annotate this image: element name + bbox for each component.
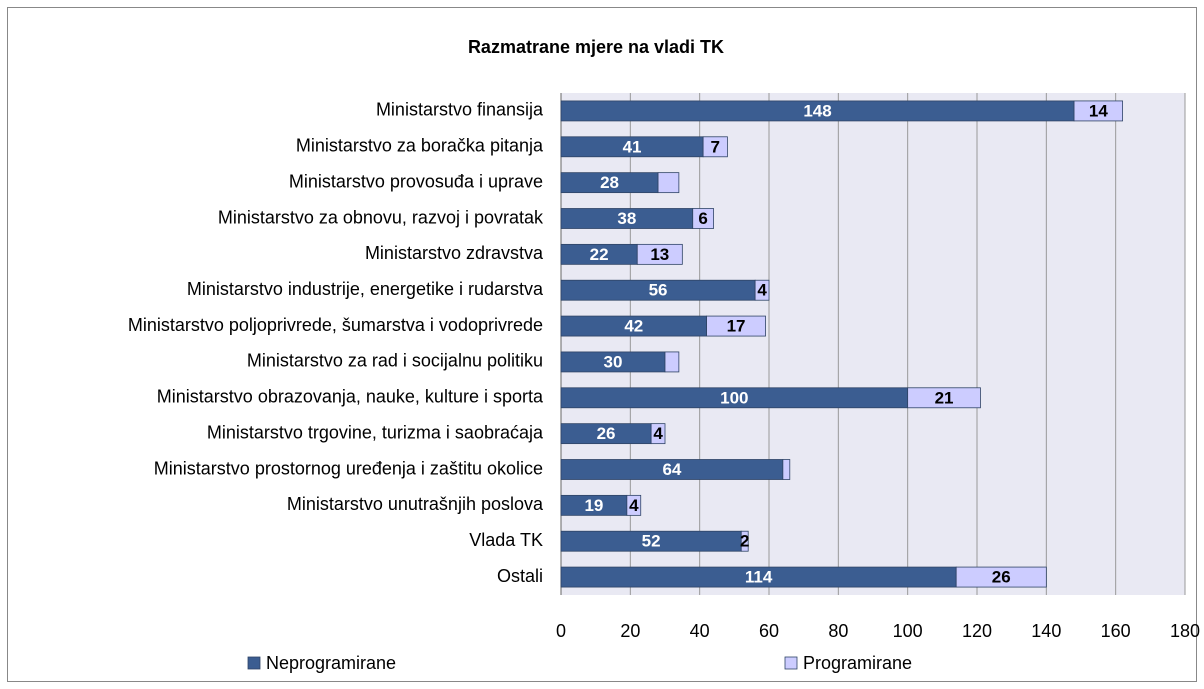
bar-segment	[955, 566, 1047, 588]
data-label: 52	[642, 532, 661, 551]
bar-segment	[636, 243, 683, 265]
data-label: 4	[629, 496, 639, 515]
legend-label: Neprogramirane	[266, 653, 396, 673]
bar-segment	[1073, 100, 1123, 122]
data-label: 17	[727, 317, 746, 336]
legend-swatch	[784, 656, 798, 670]
data-label: 30	[604, 352, 623, 371]
y-tick-label: Ministarstvo obrazovanja, nauke, kulture…	[157, 387, 544, 407]
y-tick-label: Ministarstvo prostornog uređenja i zašti…	[154, 458, 543, 478]
plot-area	[561, 93, 1185, 595]
data-label: 19	[584, 496, 603, 515]
y-tick-label: Ostali	[497, 566, 543, 586]
x-tick-label: 140	[1031, 621, 1061, 641]
y-tick-label: Ministarstvo za boračka pitanja	[296, 136, 544, 156]
data-label: 4	[653, 424, 663, 443]
bar-segment	[692, 208, 714, 229]
y-tick-label: Ministarstvo provosuđa i uprave	[289, 171, 543, 191]
data-label: 4	[757, 281, 767, 300]
bar-segment	[702, 136, 728, 158]
data-label: 148	[803, 101, 831, 120]
data-label: 38	[617, 209, 636, 228]
bar-segment	[706, 315, 766, 337]
bar-segment	[782, 459, 791, 480]
data-label: 41	[623, 137, 642, 156]
x-tick-label: 20	[620, 621, 640, 641]
bar-segment	[907, 387, 981, 409]
bar-segment	[740, 530, 749, 552]
x-tick-label: 180	[1170, 621, 1200, 641]
legend-label: Programirane	[803, 653, 912, 673]
bar-segment	[657, 172, 680, 194]
x-tick-label: 40	[690, 621, 710, 641]
data-label: 26	[992, 568, 1011, 587]
legend-swatch	[247, 656, 261, 670]
x-tick-label: 120	[962, 621, 992, 641]
data-label: 6	[698, 209, 707, 228]
data-label: 56	[649, 281, 668, 300]
x-tick-label: 100	[893, 621, 923, 641]
bar-segment	[650, 423, 666, 445]
data-label: 42	[624, 317, 643, 336]
bar-segment	[626, 494, 642, 516]
y-tick-label: Ministarstvo za obnovu, razvoj i povrata…	[218, 207, 544, 227]
x-tick-label: 160	[1101, 621, 1131, 641]
data-label: 114	[745, 568, 773, 587]
y-tick-label: Ministarstvo za rad i socijalnu politiku	[247, 351, 543, 371]
data-label: 2	[740, 532, 749, 551]
y-tick-label: Ministarstvo poljoprivrede, šumarstva i …	[128, 315, 543, 335]
y-tick-label: Vlada TK	[469, 530, 543, 550]
data-label: 22	[590, 245, 609, 264]
data-label: 100	[720, 388, 748, 407]
y-tick-label: Ministarstvo zdravstva	[365, 243, 544, 263]
x-tick-label: 60	[759, 621, 779, 641]
data-label: 26	[597, 424, 616, 443]
y-tick-label: Ministarstvo industrije, energetike i ru…	[187, 279, 544, 299]
y-tick-label: Ministarstvo unutrašnjih poslova	[287, 494, 544, 514]
data-label: 7	[711, 137, 720, 156]
bar-segment	[664, 351, 680, 373]
x-tick-label: 80	[828, 621, 848, 641]
data-label: 14	[1089, 101, 1108, 120]
chart-title: Razmatrane mjere na vladi TK	[468, 37, 724, 57]
x-tick-label: 0	[556, 621, 566, 641]
y-tick-label: Ministarstvo trgovine, turizma i saobrać…	[207, 422, 544, 442]
data-label: 21	[935, 388, 954, 407]
data-label: 64	[662, 460, 681, 479]
y-tick-label: Ministarstvo finansija	[376, 100, 544, 120]
data-label: 28	[600, 173, 619, 192]
bar-segment	[754, 279, 770, 301]
data-label: 13	[650, 245, 669, 264]
